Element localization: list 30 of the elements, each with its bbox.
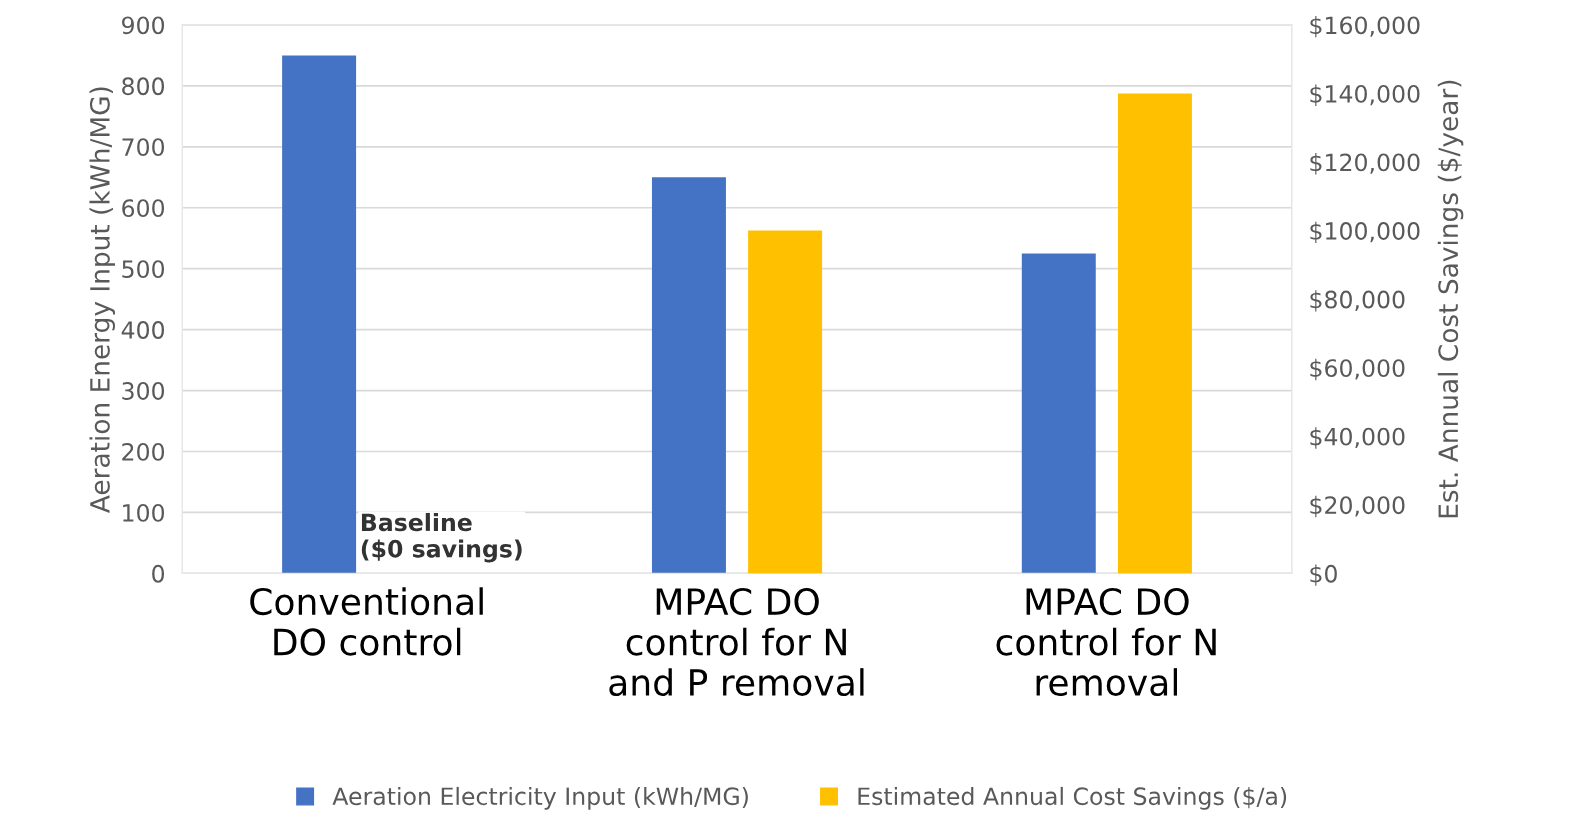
y-tick-label: 100 bbox=[123, 503, 165, 522]
legend-label: Estimated Annual Cost Savings ($/a) bbox=[858, 786, 1287, 810]
y2-tick-label: $140,000 bbox=[1310, 84, 1420, 106]
y-tick-label: 500 bbox=[122, 260, 165, 278]
y2-tick-label: $80,000 bbox=[1310, 290, 1405, 312]
y-tick-label: 0 bbox=[152, 564, 165, 583]
x-tick-label: MPAC DO control for N removal bbox=[996, 587, 1216, 697]
bar bbox=[1021, 253, 1096, 574]
y2-tick-label: $160,000 bbox=[1310, 15, 1420, 38]
x-tick-label: Conventional DO control bbox=[250, 587, 483, 656]
y-tick-label: 200 bbox=[122, 442, 165, 461]
y-tick-label: 400 bbox=[121, 321, 165, 339]
y2-tick-label: $40,000 bbox=[1310, 427, 1405, 449]
y-tick-label: 900 bbox=[122, 16, 165, 35]
bar bbox=[651, 177, 726, 574]
legend-label: Aeration Electricity Input (kWh/MG) bbox=[332, 786, 748, 810]
y-tick-label: 800 bbox=[122, 77, 165, 96]
x-tick-label: MPAC DO control for N and P removal bbox=[609, 587, 864, 697]
y2-tick-label: $60,000 bbox=[1310, 358, 1405, 381]
y-tick-label: 300 bbox=[122, 382, 165, 400]
y-axis-title: Aeration Energy Input (kWh/MG) bbox=[89, 87, 115, 513]
y-tick-label: 600 bbox=[122, 199, 165, 218]
y2-tick-label: $120,000 bbox=[1310, 153, 1420, 175]
y-tick-label: 700 bbox=[122, 138, 165, 157]
y2-tick-label: $20,000 bbox=[1310, 495, 1405, 518]
y2-tick-label: $100,000 bbox=[1310, 221, 1420, 244]
y2-axis-title: Est. Annual Cost Savings ($/year) bbox=[1437, 80, 1464, 518]
y2-tick-label: $0 bbox=[1310, 564, 1337, 586]
bar bbox=[282, 55, 357, 574]
annotation: Baseline ($0 savings) bbox=[361, 512, 522, 563]
